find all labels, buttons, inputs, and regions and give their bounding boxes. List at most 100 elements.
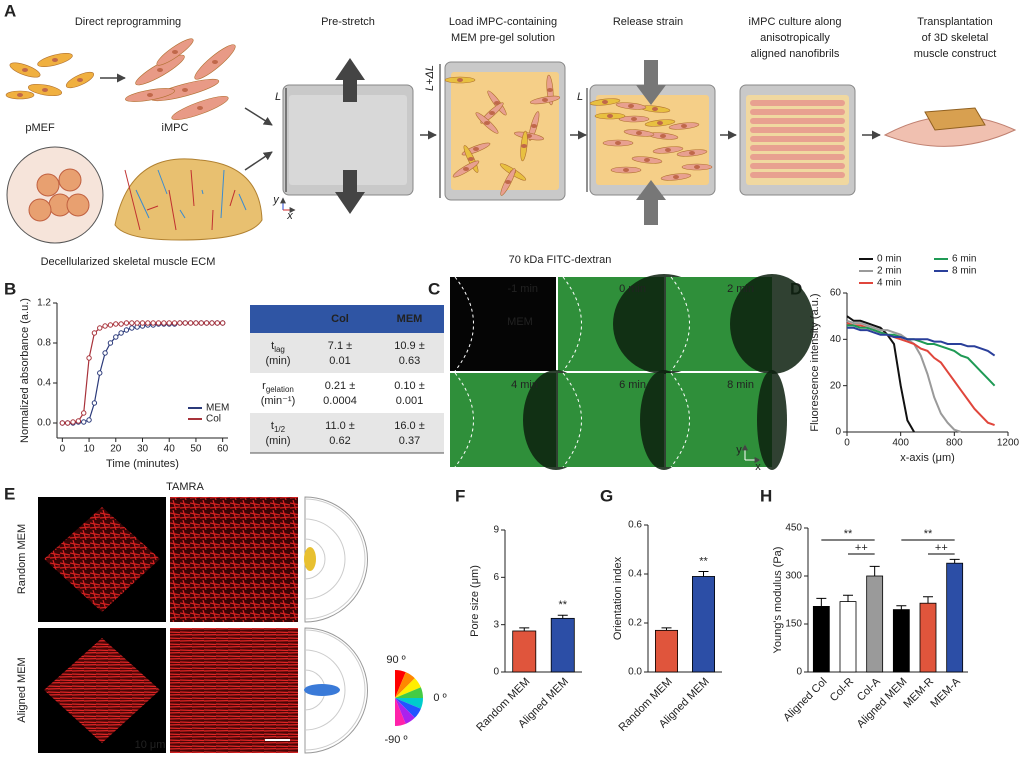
step-title: Pre-stretch (321, 16, 375, 28)
data-point (91, 400, 98, 406)
step-title: MEM pre-gel solution (451, 32, 555, 44)
data-point (123, 320, 130, 326)
myotube (750, 109, 845, 115)
series-line (846, 315, 915, 433)
fiber-bundle (36, 173, 60, 197)
x-tick-label: 1200 (997, 438, 1020, 449)
dark-front (730, 274, 814, 374)
confocal-image (170, 628, 298, 753)
data-point (219, 320, 226, 326)
polar-grid (304, 649, 346, 731)
label: L (577, 91, 583, 103)
3d-render (44, 507, 160, 612)
ecm-fiber (157, 169, 168, 195)
myotube (750, 154, 845, 160)
error-bar (661, 627, 672, 631)
x-tick-label: 10 (84, 444, 96, 455)
bar (812, 606, 830, 673)
legend-label: 8 min (952, 266, 976, 277)
3d-render (44, 638, 160, 743)
y-tick-label: 0 (835, 427, 841, 438)
ecm-fiber (220, 169, 225, 219)
data-point (75, 418, 82, 424)
row-label: Aligned MEM (16, 657, 28, 722)
table-cell: 0.10 ± (394, 380, 425, 392)
nucleus (631, 117, 637, 121)
data-point (182, 320, 188, 326)
legend-label: 4 min (877, 278, 901, 289)
table-cell: 0.63 (399, 355, 420, 367)
y-tick-label: 1.2 (37, 298, 51, 309)
x-tick-label: 30 (137, 444, 149, 455)
nucleus (689, 151, 695, 155)
nucleus (197, 106, 203, 110)
polar-grid (304, 498, 366, 620)
nucleus (547, 88, 553, 92)
table-cell: 0.0004 (323, 395, 357, 407)
label: pMEF (25, 122, 55, 134)
step-title: anisotropically (760, 32, 830, 44)
nucleus (607, 114, 613, 118)
fiber-bundle (66, 193, 90, 217)
y-tick-label: 0.2 (628, 618, 642, 629)
nucleus (665, 148, 671, 152)
nucleus (172, 50, 178, 54)
data-point (145, 320, 151, 326)
panel-letter: A (4, 1, 16, 20)
compress-arrow (636, 180, 666, 225)
data-point (91, 330, 98, 336)
row-label: t1/2 (271, 420, 286, 434)
row-label: tlag (271, 340, 285, 354)
myotube (750, 136, 845, 142)
ecm-fiber (179, 209, 186, 219)
y-tick-label: 150 (785, 619, 802, 630)
data-point (134, 320, 140, 326)
data-point (107, 340, 114, 346)
panel-letter: B (4, 279, 16, 298)
nucleus (602, 100, 608, 104)
label: -90 º (385, 734, 408, 746)
significance: ** (844, 528, 853, 540)
data-point (193, 320, 199, 326)
nucleus (694, 165, 700, 169)
x-tick-label: Aligned Col (781, 676, 829, 724)
nucleus (628, 104, 634, 108)
bar (692, 576, 716, 673)
error-bar (816, 597, 827, 607)
color-wheel (395, 670, 406, 698)
table-cell: 7.1 ± (328, 340, 352, 352)
y-tick-label: 0.4 (628, 569, 642, 580)
legend-label: 2 min (877, 266, 901, 277)
nucleus (212, 60, 218, 64)
y-axis-label: Young's modulus (Pa) (772, 547, 784, 654)
panel-letter: H (760, 486, 772, 505)
x-tick-label: 0 (844, 438, 850, 449)
data-point (171, 320, 178, 326)
data-point (97, 325, 103, 331)
step-title: Load iMPC-containing (449, 16, 557, 28)
data-point (166, 320, 172, 326)
error-bar (896, 605, 907, 610)
data-point (209, 320, 215, 326)
ecm-fiber (135, 189, 150, 219)
y-tick-label: 0.0 (628, 667, 642, 678)
data-point (123, 327, 130, 333)
significance: ** (558, 599, 567, 611)
series-line (847, 326, 996, 357)
nucleus (17, 93, 23, 97)
y-tick-label: 450 (785, 523, 802, 534)
label: 70 kDa FITC-dextran (509, 254, 612, 266)
data-point (214, 320, 221, 326)
mem-boundary (454, 372, 474, 468)
color-wheel (395, 698, 406, 726)
nucleus (463, 167, 469, 171)
table-cell: 10.9 ± (394, 340, 425, 352)
label: 0 º (433, 692, 446, 704)
series-line (847, 324, 996, 387)
y-tick-label: 0.0 (37, 418, 51, 429)
nucleus (644, 158, 650, 162)
table-cell: 11.0 ± (325, 420, 355, 432)
y-tick-label: 0 (493, 667, 499, 678)
nucleus (681, 124, 687, 128)
data-point (118, 330, 124, 336)
